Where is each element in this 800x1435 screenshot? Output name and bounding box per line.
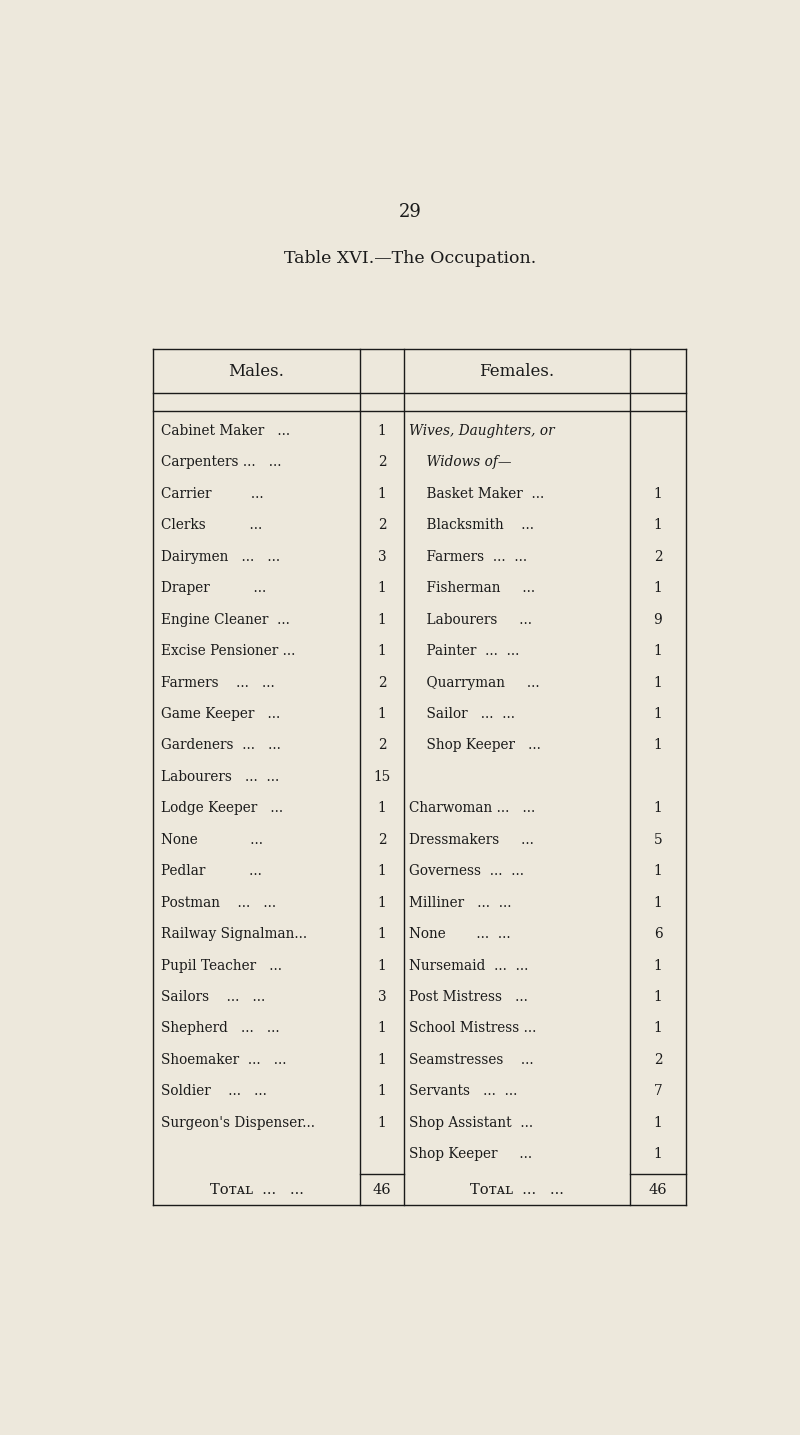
Text: 1: 1: [378, 801, 386, 815]
Text: Painter  ...  ...: Painter ... ...: [409, 644, 519, 659]
Text: Fisherman     ...: Fisherman ...: [409, 581, 535, 596]
Text: 3: 3: [378, 990, 386, 1004]
Text: Dressmakers     ...: Dressmakers ...: [409, 832, 534, 847]
Text: 9: 9: [654, 613, 662, 627]
Text: Sailor   ...  ...: Sailor ... ...: [409, 707, 514, 720]
Text: Seamstresses    ...: Seamstresses ...: [409, 1053, 534, 1066]
Text: Carrier         ...: Carrier ...: [162, 486, 264, 501]
Text: Post Mistress   ...: Post Mistress ...: [409, 990, 528, 1004]
Text: Railway Signalman...: Railway Signalman...: [162, 927, 307, 941]
Text: 1: 1: [378, 864, 386, 878]
Text: Pedlar          ...: Pedlar ...: [162, 864, 262, 878]
Text: 1: 1: [654, 707, 662, 720]
Text: 1: 1: [654, 959, 662, 973]
Text: 2: 2: [378, 676, 386, 690]
Text: 1: 1: [654, 739, 662, 752]
Text: Shop Keeper     ...: Shop Keeper ...: [409, 1147, 532, 1161]
Text: 1: 1: [654, 1147, 662, 1161]
Text: 1: 1: [654, 644, 662, 659]
Text: Blacksmith    ...: Blacksmith ...: [409, 518, 534, 532]
Text: 1: 1: [654, 1022, 662, 1036]
Text: 1: 1: [378, 1053, 386, 1066]
Text: 7: 7: [654, 1085, 662, 1098]
Text: 1: 1: [378, 1085, 386, 1098]
Text: Shepherd   ...   ...: Shepherd ... ...: [162, 1022, 280, 1036]
Text: Tᴏᴛᴀʟ  ...   ...: Tᴏᴛᴀʟ ... ...: [210, 1182, 303, 1197]
Text: 1: 1: [654, 864, 662, 878]
Text: Widows of—: Widows of—: [409, 455, 511, 469]
Text: 1: 1: [378, 959, 386, 973]
Text: 1: 1: [378, 581, 386, 596]
Text: 1: 1: [378, 707, 386, 720]
Text: 3: 3: [378, 550, 386, 564]
Text: Carpenters ...   ...: Carpenters ... ...: [162, 455, 282, 469]
Text: Farmers    ...   ...: Farmers ... ...: [162, 676, 275, 690]
Text: 1: 1: [654, 676, 662, 690]
Text: 15: 15: [374, 771, 390, 784]
Text: Basket Maker  ...: Basket Maker ...: [409, 486, 544, 501]
Text: 2: 2: [378, 832, 386, 847]
Text: 1: 1: [378, 613, 386, 627]
Text: 1: 1: [654, 801, 662, 815]
Text: School Mistress ...: School Mistress ...: [409, 1022, 536, 1036]
Text: Soldier    ...   ...: Soldier ... ...: [162, 1085, 267, 1098]
Text: 2: 2: [378, 455, 386, 469]
Text: 2: 2: [378, 739, 386, 752]
Text: 6: 6: [654, 927, 662, 941]
Text: Game Keeper   ...: Game Keeper ...: [162, 707, 281, 720]
Text: Surgeon's Dispenser...: Surgeon's Dispenser...: [162, 1116, 315, 1129]
Text: Shoemaker  ...   ...: Shoemaker ... ...: [162, 1053, 287, 1066]
Text: 1: 1: [378, 895, 386, 910]
Text: Table XVI.—The Occupation.: Table XVI.—The Occupation.: [284, 250, 536, 267]
Text: Sailors    ...   ...: Sailors ... ...: [162, 990, 266, 1004]
Text: Shop Assistant  ...: Shop Assistant ...: [409, 1116, 533, 1129]
Text: 46: 46: [649, 1182, 667, 1197]
Text: Farmers  ...  ...: Farmers ... ...: [409, 550, 527, 564]
Text: Excise Pensioner ...: Excise Pensioner ...: [162, 644, 296, 659]
Text: None            ...: None ...: [162, 832, 263, 847]
Text: 1: 1: [378, 1022, 386, 1036]
Text: 1: 1: [654, 1116, 662, 1129]
Text: Shop Keeper   ...: Shop Keeper ...: [409, 739, 541, 752]
Text: 1: 1: [378, 927, 386, 941]
Text: 2: 2: [654, 1053, 662, 1066]
Text: 1: 1: [378, 486, 386, 501]
Text: Labourers   ...  ...: Labourers ... ...: [162, 771, 280, 784]
Text: Postman    ...   ...: Postman ... ...: [162, 895, 277, 910]
Text: Labourers     ...: Labourers ...: [409, 613, 532, 627]
Text: 29: 29: [398, 204, 422, 221]
Text: 1: 1: [654, 895, 662, 910]
Text: Gardeners  ...   ...: Gardeners ... ...: [162, 739, 282, 752]
Text: Nursemaid  ...  ...: Nursemaid ... ...: [409, 959, 528, 973]
Text: 1: 1: [378, 423, 386, 438]
Text: Charwoman ...   ...: Charwoman ... ...: [409, 801, 535, 815]
Text: Quarryman     ...: Quarryman ...: [409, 676, 539, 690]
Text: Milliner   ...  ...: Milliner ... ...: [409, 895, 511, 910]
Text: None       ...  ...: None ... ...: [409, 927, 510, 941]
Text: 1: 1: [378, 1116, 386, 1129]
Text: 5: 5: [654, 832, 662, 847]
Text: 46: 46: [373, 1182, 391, 1197]
Text: Wives, Daughters, or: Wives, Daughters, or: [409, 423, 554, 438]
Text: Pupil Teacher   ...: Pupil Teacher ...: [162, 959, 282, 973]
Text: Engine Cleaner  ...: Engine Cleaner ...: [162, 613, 290, 627]
Text: 1: 1: [654, 990, 662, 1004]
Text: Draper          ...: Draper ...: [162, 581, 266, 596]
Text: Governess  ...  ...: Governess ... ...: [409, 864, 524, 878]
Text: Servants   ...  ...: Servants ... ...: [409, 1085, 517, 1098]
Text: 1: 1: [654, 486, 662, 501]
Text: 1: 1: [378, 644, 386, 659]
Text: 2: 2: [654, 550, 662, 564]
Text: Cabinet Maker   ...: Cabinet Maker ...: [162, 423, 290, 438]
Text: 1: 1: [654, 518, 662, 532]
Text: Lodge Keeper   ...: Lodge Keeper ...: [162, 801, 283, 815]
Text: Tᴏᴛᴀʟ  ...   ...: Tᴏᴛᴀʟ ... ...: [470, 1182, 564, 1197]
Text: Females.: Females.: [479, 363, 554, 380]
Text: 2: 2: [378, 518, 386, 532]
Text: Clerks          ...: Clerks ...: [162, 518, 262, 532]
Text: 1: 1: [654, 581, 662, 596]
Text: Males.: Males.: [229, 363, 285, 380]
Text: Dairymen   ...   ...: Dairymen ... ...: [162, 550, 281, 564]
